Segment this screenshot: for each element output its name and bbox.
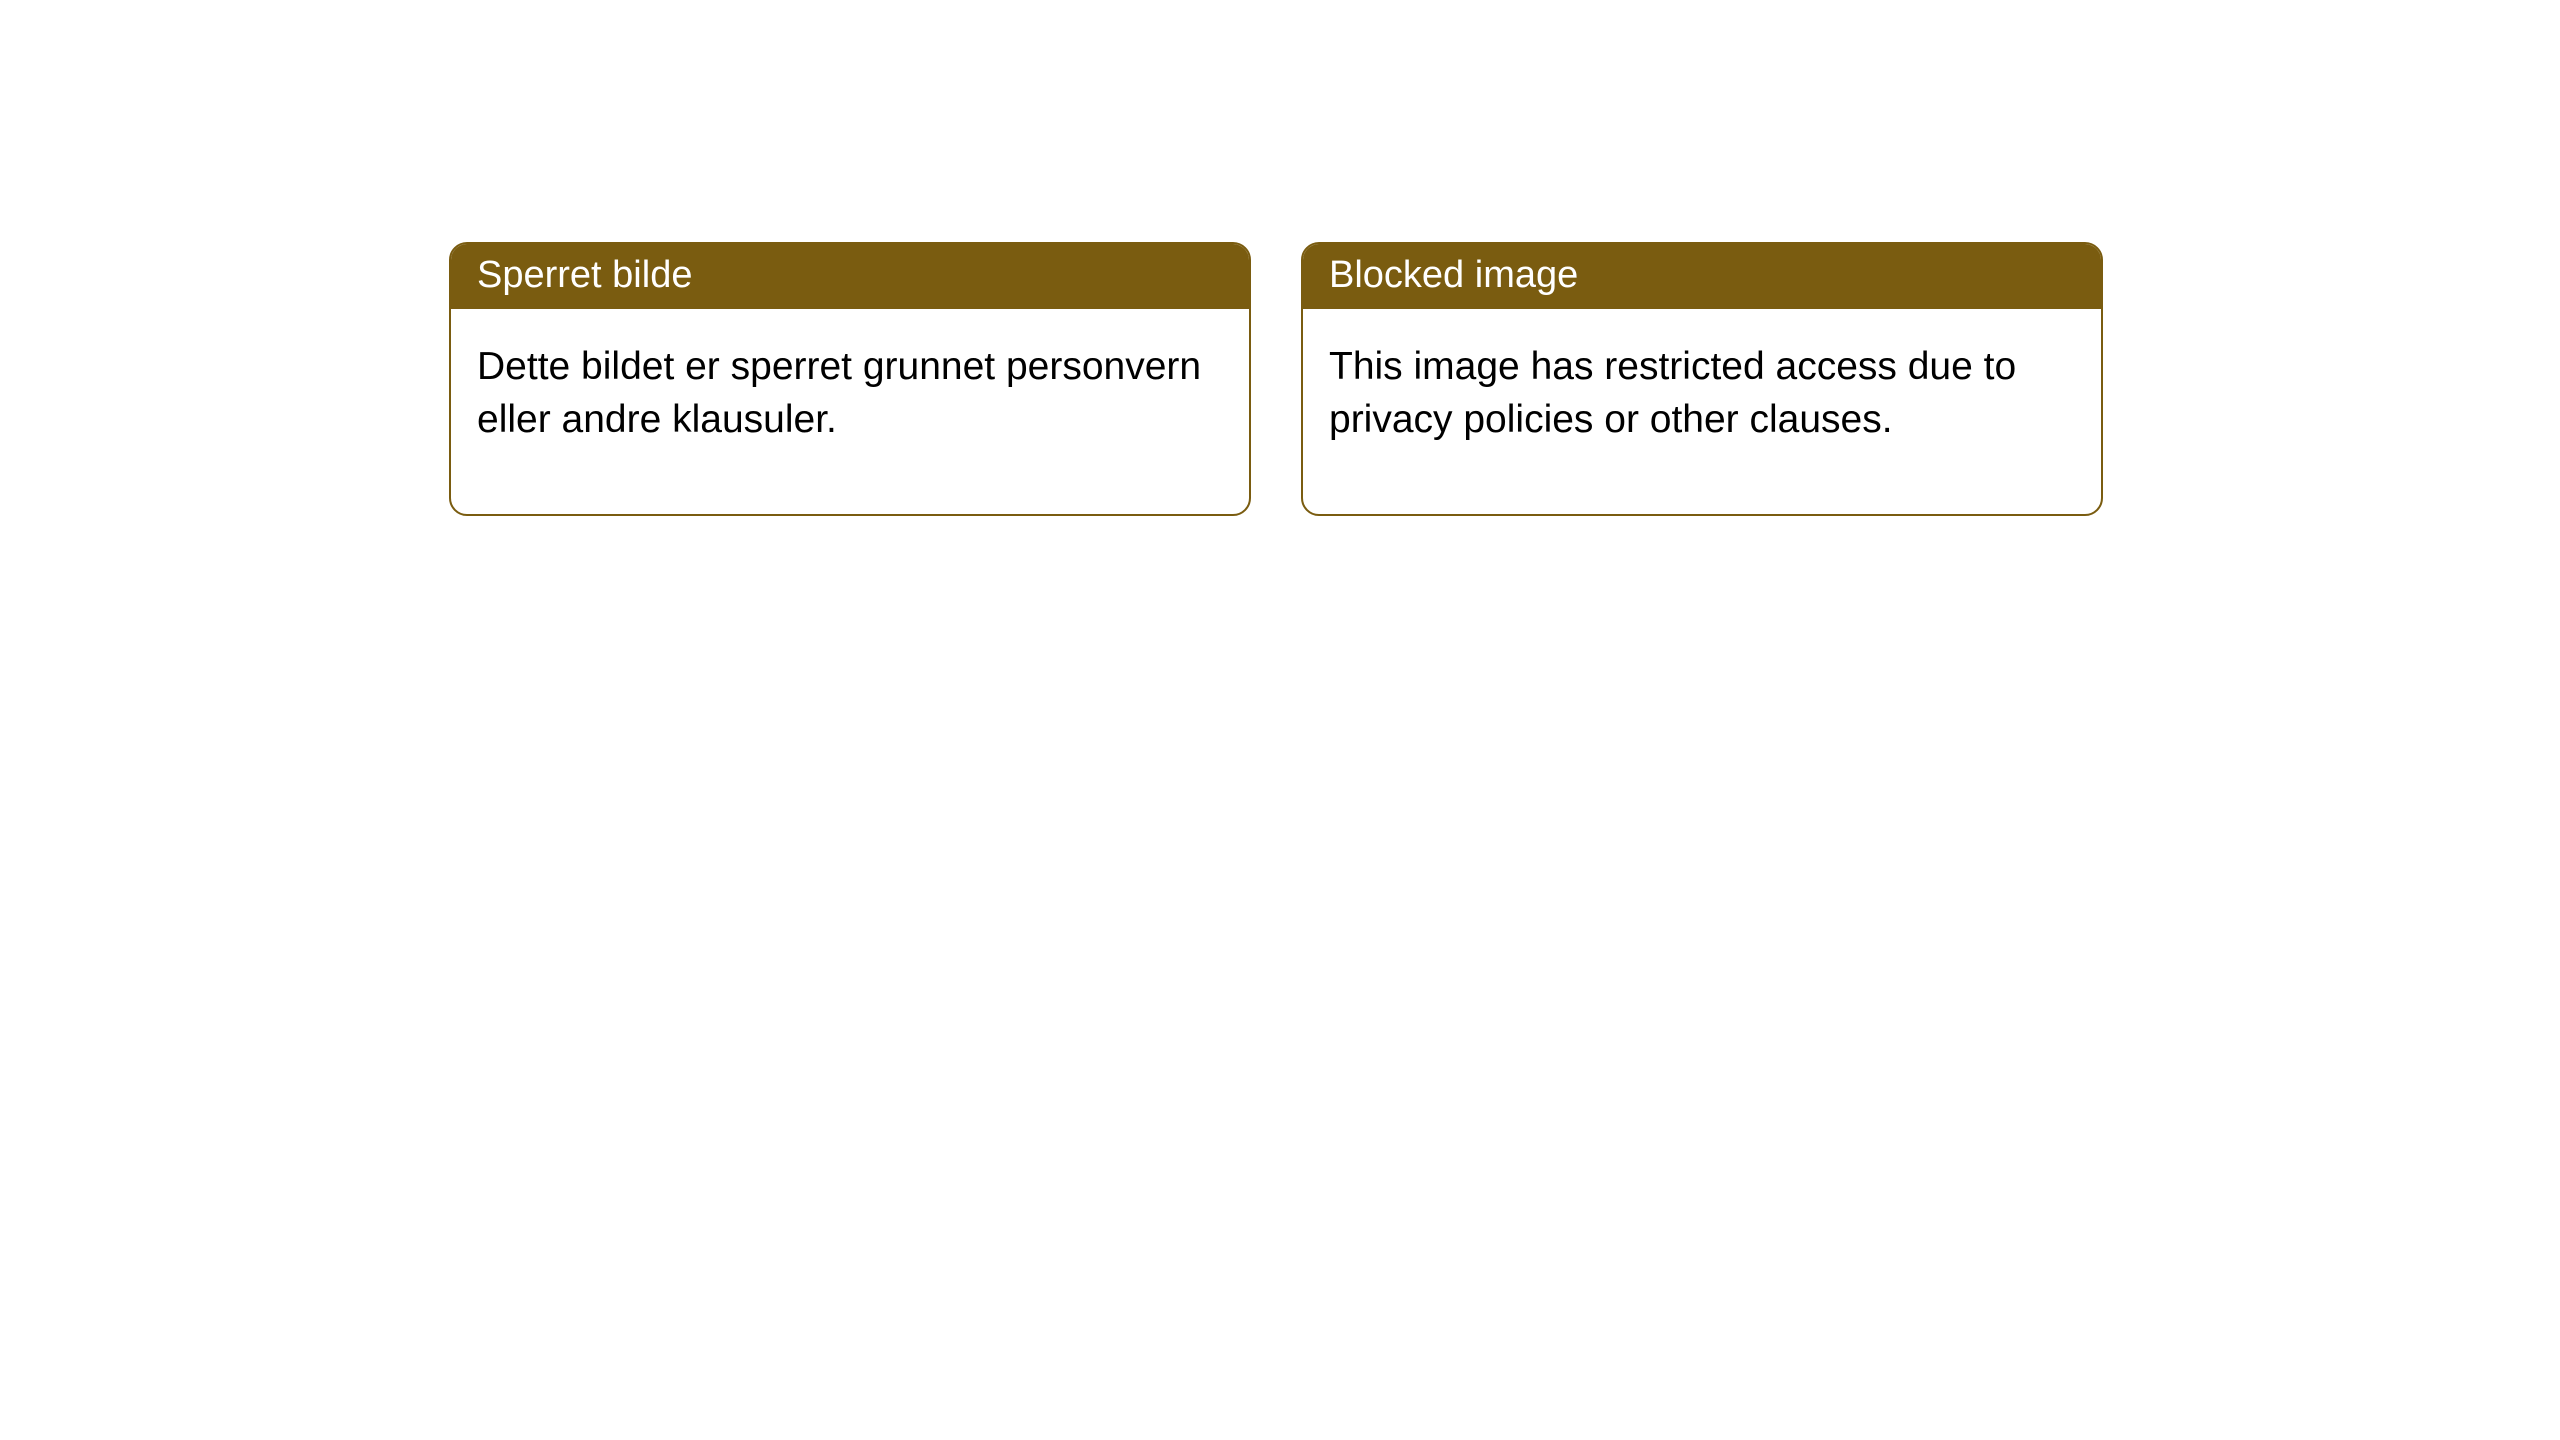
- notice-body-text: Dette bildet er sperret grunnet personve…: [477, 345, 1201, 441]
- notice-title: Blocked image: [1329, 254, 1578, 296]
- notice-header: Sperret bilde: [451, 244, 1249, 309]
- notice-box-norwegian: Sperret bilde Dette bildet er sperret gr…: [449, 242, 1251, 516]
- notice-body: This image has restricted access due to …: [1303, 309, 2101, 514]
- notice-box-english: Blocked image This image has restricted …: [1301, 242, 2103, 516]
- notice-body-text: This image has restricted access due to …: [1329, 345, 2016, 441]
- notice-container: Sperret bilde Dette bildet er sperret gr…: [449, 242, 2103, 516]
- notice-header: Blocked image: [1303, 244, 2101, 309]
- notice-body: Dette bildet er sperret grunnet personve…: [451, 309, 1249, 514]
- notice-title: Sperret bilde: [477, 254, 692, 296]
